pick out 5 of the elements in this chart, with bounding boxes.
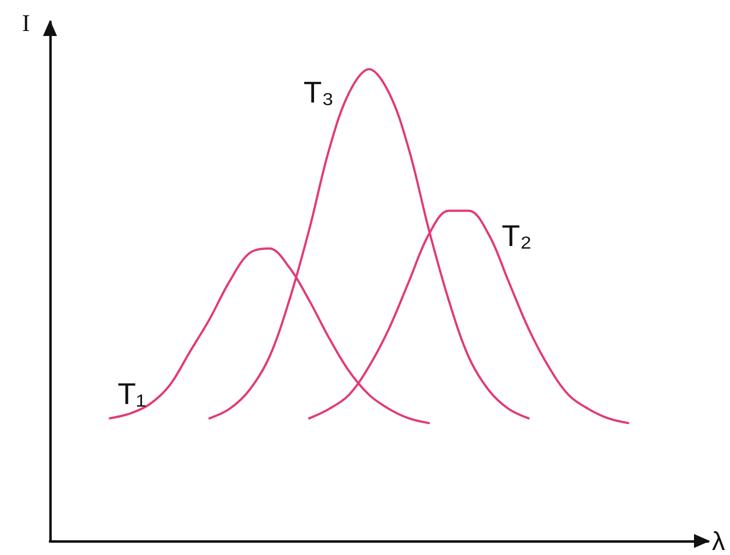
series-label: T₃: [303, 76, 334, 110]
y-axis-title: I: [22, 11, 30, 37]
series-label: T₂: [502, 220, 532, 254]
series-label: T₁: [118, 378, 146, 411]
x-axis-title: λ: [712, 526, 725, 555]
